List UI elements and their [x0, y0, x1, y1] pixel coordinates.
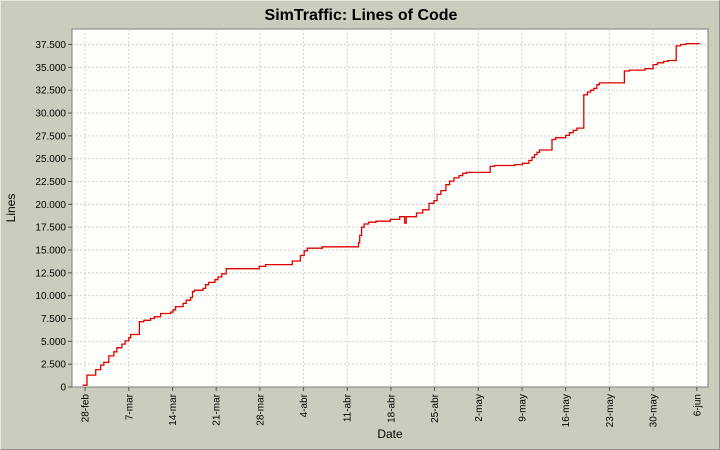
x-tick-label: 23-may [605, 394, 616, 427]
x-tick-label: 30-may [649, 394, 660, 427]
x-tick-label: 18-abr [386, 393, 397, 423]
y-tick-label: 27.500 [35, 131, 66, 142]
x-tick-label: 6-jun [692, 394, 703, 416]
y-tick-label: 17.500 [35, 223, 66, 234]
y-tick-label: 37.500 [35, 40, 66, 51]
x-tick-label: 14-mar [168, 393, 179, 425]
y-tick-label: 25.000 [35, 154, 66, 165]
y-tick-label: 15.000 [35, 246, 66, 257]
y-tick-label: 7.500 [41, 314, 66, 325]
x-tick-label: 28-mar [255, 393, 266, 425]
y-tick-label: 32.500 [35, 86, 66, 97]
y-axis-title: Lines [4, 194, 18, 223]
series-line [82, 42, 700, 386]
y-tick-label: 10.000 [35, 291, 66, 302]
plot-area: 0 2.500 5.000 7.500 10.000 12.500 15.000 17.500… [35, 28, 709, 427]
y-tick-label: 5.000 [41, 337, 66, 348]
x-tick-label: 2-may [474, 394, 485, 422]
y-tick-label: 22.500 [35, 177, 66, 188]
y-tick-label: 30.000 [35, 109, 66, 120]
x-tick-label: 21-mar [212, 393, 223, 425]
x-axis-title: Date [377, 427, 403, 441]
x-tick-label: 25-abr [430, 393, 441, 423]
y-tick-label: 20.000 [35, 200, 66, 211]
x-tick-label: 7-mar [124, 393, 135, 420]
y-tick-label: 12.500 [35, 268, 66, 279]
y-tick-label: 35.000 [35, 63, 66, 74]
plot-frame [71, 28, 709, 388]
x-tick-label: 4-abr [299, 393, 310, 417]
chart-title: SimTraffic: Lines of Code [265, 7, 458, 24]
y-tick-label: 0 [60, 383, 66, 394]
y-tick-label: 2.500 [41, 360, 66, 371]
x-tick-label: 9-may [518, 394, 529, 422]
x-tick-label: 11-abr [343, 393, 354, 422]
x-tick-label: 16-may [561, 394, 572, 427]
x-tick-label: 28-feb [81, 394, 92, 423]
